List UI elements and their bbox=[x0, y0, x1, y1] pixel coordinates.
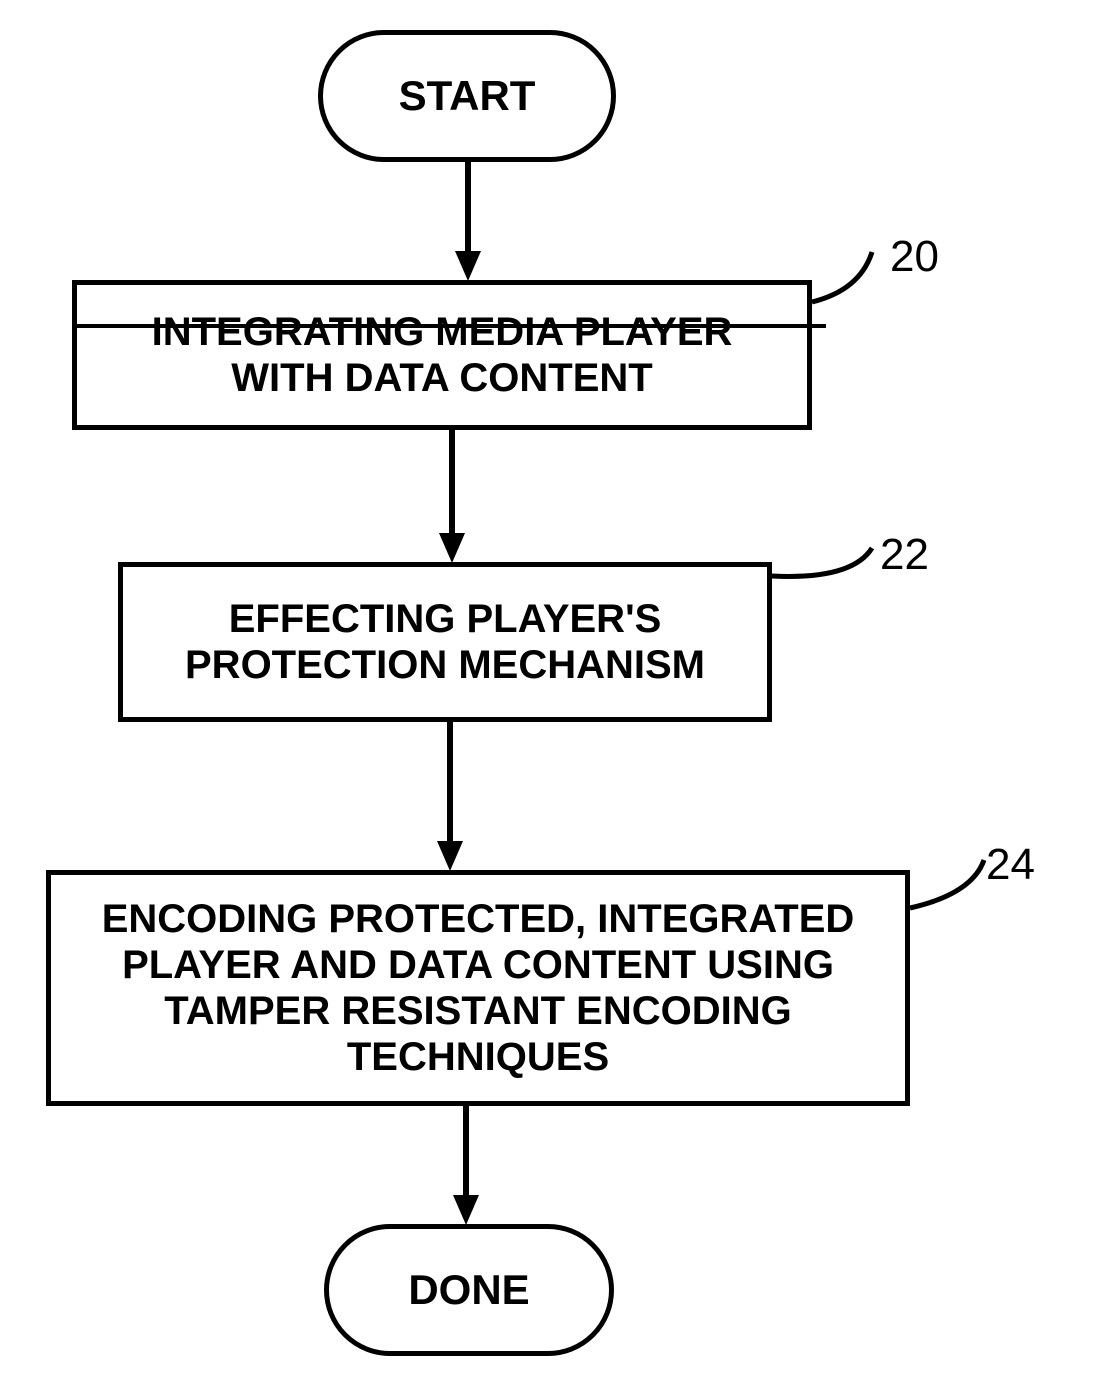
step1-line2: WITH DATA CONTENT bbox=[231, 356, 652, 400]
step3-line3: TAMPER RESISTANT ENCODING bbox=[164, 989, 791, 1033]
step3-line4: TECHNIQUES bbox=[347, 1035, 609, 1079]
ref-label-20: 20 bbox=[890, 232, 939, 282]
ref-20-text: 20 bbox=[890, 232, 939, 281]
done-label: DONE bbox=[408, 1266, 529, 1314]
ref-label-22: 22 bbox=[880, 530, 929, 580]
step1-line1: INTEGRATING MEDIA PLAYER bbox=[152, 310, 733, 354]
ref-connector-22 bbox=[772, 548, 872, 576]
step2-line1: EFFECTING PLAYER'S bbox=[229, 597, 662, 641]
start-node: START bbox=[318, 30, 616, 162]
ref-connector-20 bbox=[812, 252, 872, 302]
ref-connector-24 bbox=[910, 860, 984, 908]
step2-line2: PROTECTION MECHANISM bbox=[185, 643, 705, 687]
step1-strikethrough bbox=[76, 324, 826, 328]
ref-22-text: 22 bbox=[880, 530, 929, 579]
process-step-3: ENCODING PROTECTED, INTEGRATED PLAYER AN… bbox=[46, 870, 910, 1106]
ref-label-24: 24 bbox=[986, 840, 1035, 890]
flowchart-container: START INTEGRATING MEDIA PLAYER WITH DATA… bbox=[0, 0, 1098, 1397]
start-label: START bbox=[399, 72, 536, 120]
ref-24-text: 24 bbox=[986, 840, 1035, 889]
process-step-2: EFFECTING PLAYER'S PROTECTION MECHANISM bbox=[118, 562, 772, 722]
process-step-1: INTEGRATING MEDIA PLAYER WITH DATA CONTE… bbox=[72, 280, 812, 430]
done-node: DONE bbox=[324, 1224, 614, 1356]
step3-line1: ENCODING PROTECTED, INTEGRATED bbox=[102, 897, 855, 941]
step3-line2: PLAYER AND DATA CONTENT USING bbox=[122, 943, 834, 987]
